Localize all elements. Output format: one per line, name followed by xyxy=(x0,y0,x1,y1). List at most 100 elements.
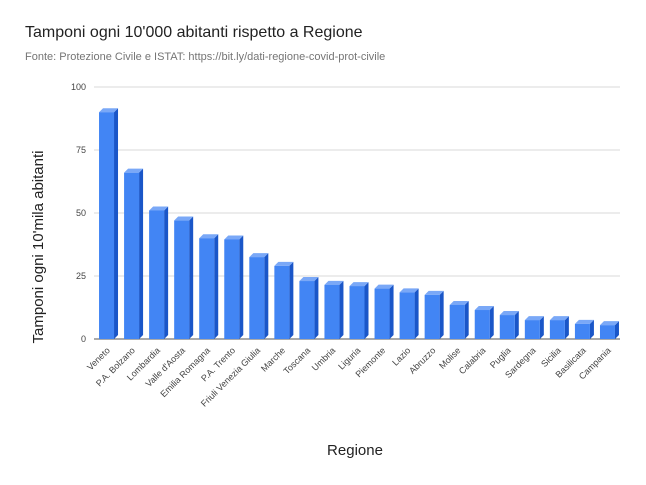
bar xyxy=(174,216,194,339)
bar-front xyxy=(599,325,615,339)
bar xyxy=(349,282,369,339)
bar-front xyxy=(499,315,515,339)
bar-side xyxy=(514,311,519,339)
bar-side xyxy=(114,108,119,339)
bar-side xyxy=(364,282,369,339)
bar-front xyxy=(424,294,440,339)
chart-title: Tamponi ogni 10'000 abitanti rispetto a … xyxy=(25,24,363,41)
bar xyxy=(524,316,544,339)
bar-top xyxy=(524,316,544,321)
bar xyxy=(99,108,119,339)
bar-top xyxy=(299,277,319,282)
bar-top xyxy=(474,306,494,311)
bar-side xyxy=(439,290,444,339)
bars xyxy=(99,108,619,339)
bar xyxy=(324,280,344,339)
y-tick-label: 25 xyxy=(76,271,86,281)
bar-front xyxy=(524,320,540,339)
y-tick-label: 75 xyxy=(76,145,86,155)
bar-side xyxy=(189,216,194,339)
bar xyxy=(274,261,294,339)
bar xyxy=(499,311,519,339)
bar-front xyxy=(299,281,315,339)
bar xyxy=(574,319,594,339)
bar-front xyxy=(549,320,565,339)
bar-front xyxy=(349,286,365,339)
bar-top xyxy=(224,235,244,240)
bar xyxy=(549,316,569,339)
bar-front xyxy=(449,304,465,339)
bar-top xyxy=(374,284,394,289)
x-tick-label: Toscana xyxy=(282,345,313,376)
bar-top xyxy=(124,168,144,173)
bar-front xyxy=(174,220,190,339)
bar-front xyxy=(474,310,490,339)
bar-front xyxy=(374,288,390,339)
bar xyxy=(224,235,244,339)
bar xyxy=(299,277,319,339)
bar-top xyxy=(599,321,619,326)
bar xyxy=(474,306,494,339)
bar-top xyxy=(324,280,344,285)
bar-side xyxy=(264,253,269,339)
bar-top xyxy=(349,282,369,287)
x-tick-label: Umbria xyxy=(310,345,338,373)
bar-top xyxy=(424,290,444,295)
bar-front xyxy=(199,238,215,339)
bar xyxy=(149,206,169,339)
bar-side xyxy=(589,319,594,339)
bar-top xyxy=(199,234,219,239)
bar-front xyxy=(124,172,140,339)
bar-side xyxy=(564,316,569,339)
bar-top xyxy=(574,319,594,324)
bar-front xyxy=(574,323,590,339)
x-tick-label: Lazio xyxy=(390,345,412,367)
chart-subtitle: Fonte: Protezione Civile e ISTAT: https:… xyxy=(25,51,386,63)
y-tick-label: 100 xyxy=(71,82,86,92)
bar-top xyxy=(149,206,169,211)
bar-top xyxy=(399,288,419,293)
bar-front xyxy=(249,257,265,339)
bar-side xyxy=(214,234,219,339)
bar-top xyxy=(549,316,569,321)
bar xyxy=(424,290,444,339)
x-tick-label: Abruzzo xyxy=(407,345,437,375)
x-tick-label: Calabria xyxy=(457,345,488,376)
bar-side xyxy=(464,300,469,339)
bar xyxy=(124,168,144,339)
bar-side xyxy=(339,280,344,339)
bar xyxy=(249,253,269,339)
bar-top xyxy=(249,253,269,258)
bar-front xyxy=(224,239,240,339)
bar-side xyxy=(164,206,169,339)
y-tick-label: 50 xyxy=(76,208,86,218)
bar-front xyxy=(274,265,290,339)
bar-side xyxy=(314,277,319,339)
bar xyxy=(399,288,419,339)
bar-side xyxy=(539,316,544,339)
bar-front xyxy=(324,284,340,339)
bar xyxy=(374,284,394,339)
bar xyxy=(449,300,469,339)
bar-side xyxy=(489,306,494,339)
bar-top xyxy=(449,300,469,305)
bar-top xyxy=(174,216,194,221)
y-axis-ticks: 0 25 50 75 100 xyxy=(71,82,86,344)
y-axis-label: Tamponi ogni 10'mila abitanti xyxy=(30,151,47,344)
bar xyxy=(199,234,219,339)
x-axis-label: Regione xyxy=(327,442,383,459)
bar-top xyxy=(499,311,519,316)
bar-side xyxy=(239,235,244,339)
bar-side xyxy=(614,321,619,339)
bar-side xyxy=(389,284,394,339)
bar-front xyxy=(99,112,115,339)
bar xyxy=(599,321,619,339)
bar-front xyxy=(399,292,415,339)
bar-top xyxy=(274,261,294,266)
bar-top xyxy=(99,108,119,113)
bar-front xyxy=(149,210,165,339)
bar-side xyxy=(139,168,144,339)
y-tick-label: 0 xyxy=(81,334,86,344)
